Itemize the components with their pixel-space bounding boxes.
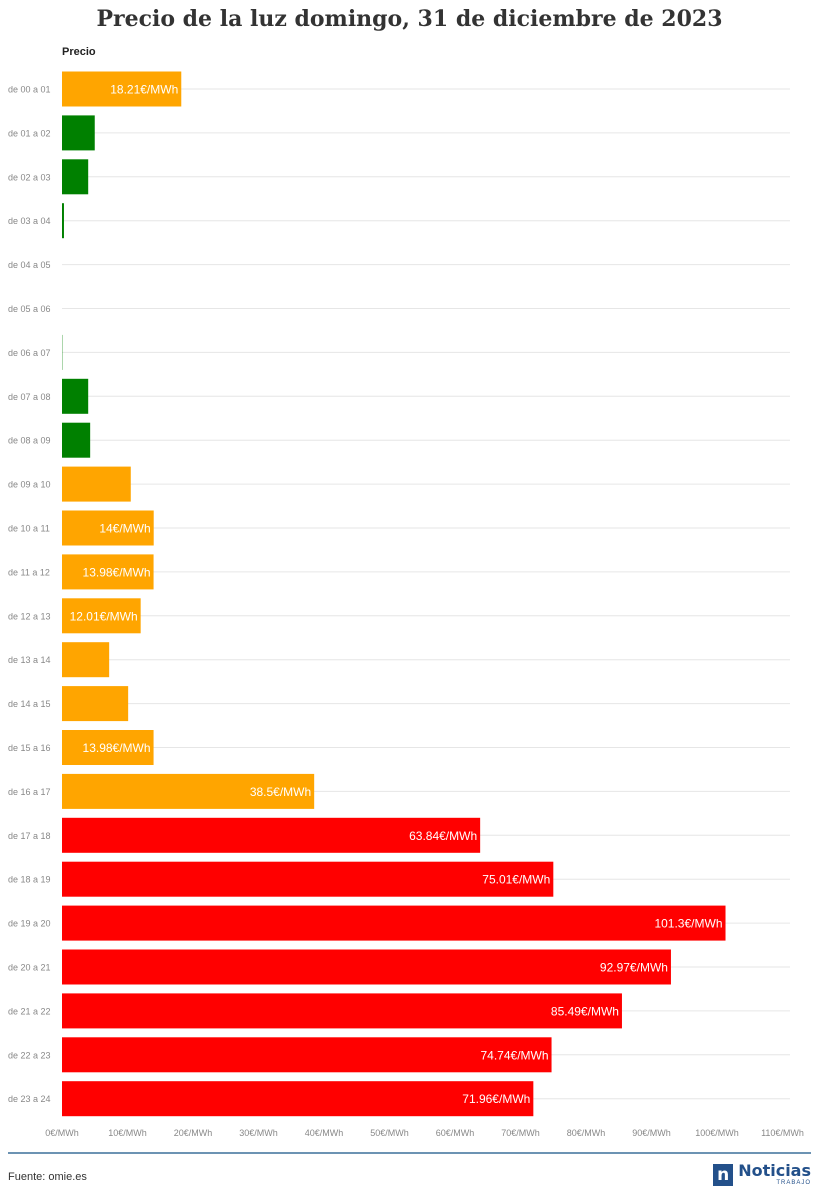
bar[interactable] xyxy=(62,949,671,985)
x-tick-label: 60€/MWh xyxy=(436,1128,475,1138)
bar[interactable] xyxy=(62,598,141,634)
bar-data-label: 75.01€/MWh xyxy=(482,873,550,887)
category-label: de 02 a 03 xyxy=(8,172,51,182)
x-tick-label: 0€/MWh xyxy=(45,1128,79,1138)
category-label: de 10 a 11 xyxy=(8,524,50,534)
bar[interactable] xyxy=(62,71,182,107)
bar[interactable] xyxy=(62,159,89,195)
bar-data-label: 63.84€/MWh xyxy=(409,829,477,843)
category-label: de 01 a 02 xyxy=(8,128,51,138)
category-label: de 05 a 06 xyxy=(8,304,51,314)
bar-data-label: 18.21€/MWh xyxy=(110,83,178,97)
category-label: de 22 a 23 xyxy=(8,1050,51,1060)
x-tick-label: 110€/MWh xyxy=(761,1128,804,1138)
category-label: de 00 a 01 xyxy=(8,85,51,95)
bar[interactable] xyxy=(62,203,64,239)
bar[interactable] xyxy=(62,554,154,590)
bar[interactable] xyxy=(62,422,91,458)
category-label: de 23 a 24 xyxy=(8,1094,51,1104)
category-label: de 15 a 16 xyxy=(8,743,51,753)
source-note: Fuente: omie.es xyxy=(8,1171,87,1183)
bar[interactable] xyxy=(62,993,622,1029)
bar-data-label: 13.98€/MWh xyxy=(83,565,151,579)
footer-divider xyxy=(8,1152,811,1154)
category-label: de 17 a 18 xyxy=(8,831,51,841)
logo-text: Noticias TRABAJO xyxy=(738,1161,811,1187)
bar[interactable] xyxy=(62,378,89,414)
bar[interactable] xyxy=(62,686,129,722)
legend-title: Precio xyxy=(62,46,96,58)
bar-data-label: 71.96€/MWh xyxy=(462,1092,530,1106)
bar-data-label: 14€/MWh xyxy=(99,522,150,536)
bar[interactable] xyxy=(62,817,481,853)
category-label: de 09 a 10 xyxy=(8,480,51,490)
x-tick-label: 90€/MWh xyxy=(632,1128,671,1138)
bar-data-label: 92.97€/MWh xyxy=(600,961,668,975)
bar-data-label: 38.5€/MWh xyxy=(250,785,311,799)
bar[interactable] xyxy=(62,773,315,809)
category-label: de 12 a 13 xyxy=(8,611,51,621)
category-label: de 08 a 09 xyxy=(8,436,51,446)
category-label: de 04 a 05 xyxy=(8,260,51,270)
bar[interactable] xyxy=(62,115,95,151)
bar-data-label: 12.01€/MWh xyxy=(70,609,138,623)
bar-data-label: 74.74€/MWh xyxy=(481,1048,549,1062)
logo-mark-icon: n xyxy=(713,1163,734,1186)
category-label: de 20 a 21 xyxy=(8,963,51,973)
category-label: de 19 a 20 xyxy=(8,919,51,929)
bar-chart: de 00 a 01 de 01 a 02 de 02 a 03 de 03 a 04… xyxy=(8,71,804,1138)
category-label: de 21 a 22 xyxy=(8,1006,51,1016)
category-label: de 18 a 19 xyxy=(8,875,51,885)
publisher-logo: n Noticias TRABAJO xyxy=(713,1163,811,1186)
bar[interactable] xyxy=(62,1037,552,1073)
bar[interactable] xyxy=(62,905,726,941)
x-tick-label: 100€/MWh xyxy=(695,1128,739,1138)
category-label: de 11 a 12 xyxy=(8,567,50,577)
bar-data-label: 85.49€/MWh xyxy=(551,1004,619,1018)
category-label: de 07 a 08 xyxy=(8,392,51,402)
chart-title: Precio de la luz domingo, 31 de diciembr… xyxy=(96,6,723,32)
bar[interactable] xyxy=(62,510,154,546)
category-label: de 03 a 04 xyxy=(8,216,51,226)
x-tick-label: 10€/MWh xyxy=(108,1128,147,1138)
bar[interactable] xyxy=(62,1081,534,1117)
category-label: de 06 a 07 xyxy=(8,348,51,358)
bar[interactable] xyxy=(62,642,110,678)
bar[interactable] xyxy=(62,861,554,897)
bar[interactable] xyxy=(62,466,131,502)
x-tick-label: 70€/MWh xyxy=(501,1128,540,1138)
logo-main: Noticias xyxy=(738,1161,811,1180)
logo-sub: TRABAJO xyxy=(776,1180,811,1186)
x-tick-label: 30€/MWh xyxy=(239,1128,278,1138)
x-tick-label: 20€/MWh xyxy=(174,1128,213,1138)
category-label: de 14 a 15 xyxy=(8,699,51,709)
x-tick-label: 80€/MWh xyxy=(567,1128,606,1138)
bar-data-label: 101.3€/MWh xyxy=(654,917,722,931)
category-label: de 13 a 14 xyxy=(8,655,51,665)
bar[interactable] xyxy=(62,730,154,765)
x-tick-label: 50€/MWh xyxy=(370,1128,409,1138)
x-tick-label: 40€/MWh xyxy=(305,1128,344,1138)
bar-data-label: 13.98€/MWh xyxy=(83,741,151,755)
category-label: de 16 a 17 xyxy=(8,787,51,797)
